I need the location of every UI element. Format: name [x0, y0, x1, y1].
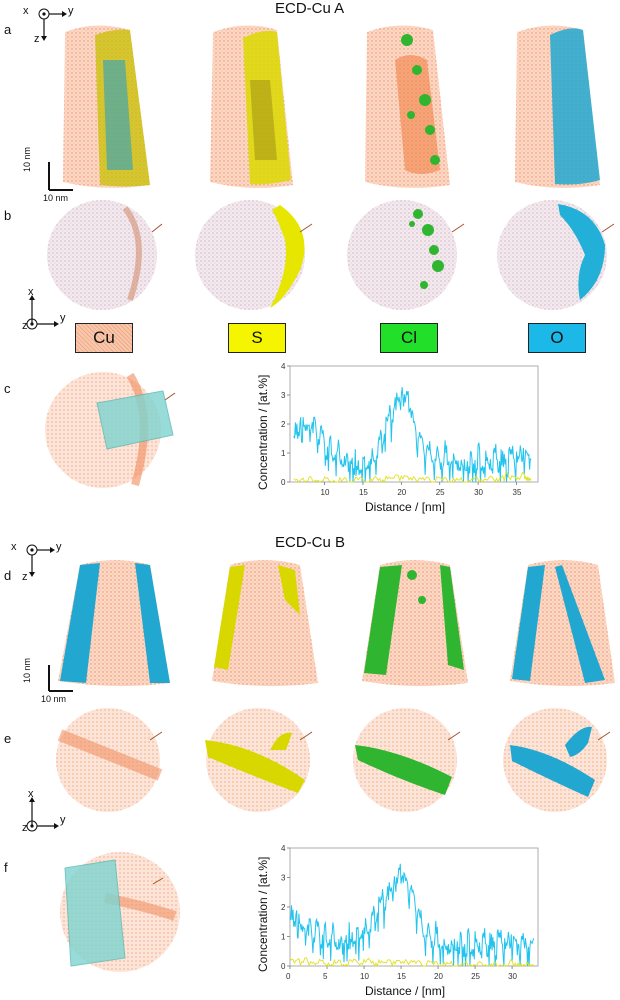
panel-label-e: e — [4, 731, 12, 746]
row-a-reconstructions — [63, 25, 600, 188]
axis-z-label-mid: z — [22, 320, 28, 332]
cross-section-b-o — [497, 200, 615, 310]
plot-f-ytick-label: 3 — [281, 874, 286, 883]
row-d-reconstructions — [58, 560, 615, 687]
legend-s: S — [228, 323, 286, 353]
panel-label-d: d — [4, 568, 12, 583]
plot-c-ytick-label: 3 — [281, 391, 286, 400]
plot-f-ytick-label: 4 — [281, 844, 286, 853]
scalebar-top-vertical-label: 10 nm — [22, 146, 32, 172]
plot-c-ticks: 10 15 20 25 30 35 0 1 2 3 4 — [281, 362, 522, 497]
plot-c-xtick-label: 25 — [436, 488, 445, 497]
plot-f-ytick-label: 1 — [281, 933, 286, 942]
panel-label-a: a — [4, 22, 12, 37]
cross-section-e-cl — [353, 708, 461, 812]
plot-f-series — [289, 863, 535, 968]
recon-d-o-2 — [510, 560, 615, 687]
axis-x-label-mid: x — [28, 286, 34, 298]
axis-x-label-bottom: x — [11, 541, 17, 553]
plot-f-frame — [289, 847, 539, 967]
legend-cu: Cu — [75, 323, 133, 353]
section-b-title: ECD-Cu B — [275, 534, 346, 551]
plot-c-xtick-label: 35 — [513, 488, 522, 497]
plot-f-xtick-label: 30 — [508, 972, 517, 981]
recon-d-o — [58, 560, 170, 687]
plot-f-xtick-label: 10 — [360, 972, 369, 981]
panel-label-c: c — [4, 381, 11, 396]
panel-label-f: f — [4, 860, 8, 875]
plot-c-xtick-label: 30 — [474, 488, 483, 497]
plot-f-xtick-label: 20 — [434, 972, 443, 981]
plot-f-ylabel: Concentration / [at.%] — [256, 857, 270, 972]
cross-section-b-cl — [347, 200, 465, 310]
plot-f-xlabel: Distance / [nm] — [365, 984, 445, 998]
axis-z-label-top: z — [34, 33, 40, 45]
plot-c-ytick-label: 0 — [281, 478, 286, 487]
cross-section-b-cu — [47, 200, 163, 310]
plot-f-series-s — [289, 957, 534, 968]
recon-a-cu-s-cl-o — [63, 25, 150, 188]
plot-f: Concentration / [at.%] 0 5 10 15 20 25 30 0 1 2 3 4… — [256, 844, 539, 998]
plot-c-series — [293, 387, 532, 484]
plot-f-ytick-label: 0 — [281, 962, 286, 971]
plot-f-ticks: 0 5 10 15 20 25 30 0 1 2 3 4 — [281, 844, 518, 981]
axis-y-label-bottom-2: y — [60, 814, 66, 826]
recon-a-s — [210, 25, 293, 188]
plot-f-series-o — [289, 863, 535, 967]
cross-section-e-cu — [56, 708, 163, 812]
scalebar-bottom-vertical-label: 10 nm — [22, 657, 32, 683]
plot-c-ylabel: Concentration / [at.%] — [256, 375, 270, 490]
axis-x-label-top: x — [23, 5, 29, 17]
scalebar-bottom — [48, 665, 73, 692]
row-e-cross-sections — [56, 708, 611, 812]
recon-a-o — [515, 25, 600, 188]
legend-cl: Cl — [380, 323, 438, 353]
panel-label-b: b — [4, 208, 12, 223]
axis-indicator-mid — [26, 295, 59, 330]
cross-section-e-s — [205, 708, 313, 812]
plot-c-ytick-label: 4 — [281, 362, 286, 371]
plot-c-xtick-label: 15 — [359, 488, 368, 497]
section-a-title: ECD-Cu A — [275, 0, 345, 17]
plot-f-xtick-label: 15 — [397, 972, 406, 981]
plot-c-xtick-label: 20 — [397, 488, 406, 497]
cross-section-b-s — [195, 200, 313, 310]
scalebar-top-horizontal-label: 10 nm — [43, 193, 69, 203]
recon-d-s — [212, 560, 318, 687]
scalebar-top — [48, 162, 73, 191]
axis-indicator-bottom-2 — [26, 797, 59, 832]
cross-section-e-o — [503, 708, 611, 812]
plot-f-ytick-label: 2 — [281, 903, 286, 912]
axis-y-label-bottom: y — [56, 541, 62, 553]
axis-indicator-top — [38, 8, 67, 41]
recon-c-with-roi — [45, 372, 176, 488]
plot-c-series-s — [293, 471, 532, 484]
axis-y-label-top: y — [68, 5, 74, 17]
axis-z-label-bottom-2: z — [22, 822, 28, 834]
plot-c-xtick-label: 10 — [321, 488, 330, 497]
recon-a-cl — [365, 25, 450, 188]
plot-c-ytick-label: 1 — [281, 449, 286, 458]
plot-f-xtick-label: 25 — [471, 972, 480, 981]
scalebar-bottom-horizontal-label: 10 nm — [41, 694, 67, 704]
plot-c-xlabel: Distance / [nm] — [365, 500, 445, 514]
recon-f-with-roi — [60, 852, 180, 972]
axis-y-label-mid: y — [60, 312, 66, 324]
axis-z-label-bottom: z — [22, 571, 28, 583]
row-b-cross-sections — [47, 200, 615, 310]
recon-d-cl — [362, 560, 468, 687]
plot-c: Concentration / [at.%] 10 15 20 25 30 35 0 1 2 3 4… — [256, 362, 539, 514]
plot-c-series-o — [293, 387, 532, 483]
plot-f-xtick-label: 5 — [323, 972, 328, 981]
axis-x-label-bottom-2: x — [28, 788, 34, 800]
plot-c-ytick-label: 2 — [281, 420, 286, 429]
axis-indicator-bottom — [26, 544, 55, 577]
plot-f-xtick-label: 0 — [286, 972, 291, 981]
legend-o: O — [528, 323, 586, 353]
